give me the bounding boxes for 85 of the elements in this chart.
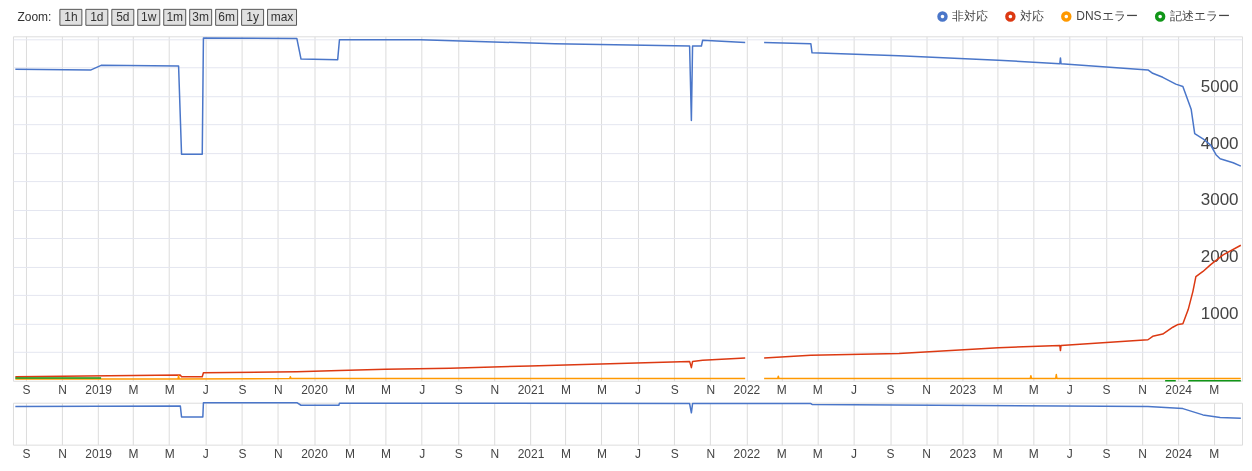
x-tick-label: M — [1028, 383, 1039, 398]
text: 1y — [246, 10, 259, 25]
x-tick-label: S — [886, 447, 895, 462]
x-tick-label: M — [560, 383, 571, 398]
x-tick-label: 2020 — [301, 447, 329, 462]
x-tick-label: 2019 — [85, 383, 113, 398]
x-tick-label: J — [635, 447, 642, 462]
x-tick-label: 2019 — [85, 447, 113, 462]
y-tick-label: 3000 — [1200, 190, 1239, 210]
text: 5d — [116, 10, 130, 25]
legend-label: 非対応 — [952, 9, 989, 24]
x-tick-label: S — [1102, 383, 1111, 398]
text: 6m — [218, 10, 235, 25]
x-tick-label: S — [238, 383, 247, 398]
x-tick-label: J — [850, 383, 857, 398]
x-tick-label: 2023 — [949, 447, 977, 462]
x-tick-label: S — [886, 383, 895, 398]
x-tick-label: M — [1209, 383, 1220, 398]
x-tick-label: N — [274, 383, 283, 398]
x-tick-label: S — [238, 447, 247, 462]
text: 1d — [90, 10, 104, 25]
x-tick-label: 2024 — [1165, 383, 1193, 398]
text: max — [270, 10, 294, 25]
x-tick-label: N — [58, 447, 67, 462]
x-tick-label: S — [670, 447, 679, 462]
x-tick-label: N — [274, 447, 283, 462]
x-tick-label: M — [164, 383, 175, 398]
x-tick-label: M — [776, 447, 787, 462]
text: 1m — [166, 10, 184, 25]
x-tick-label: M — [560, 447, 571, 462]
x-tick-label: N — [922, 447, 932, 462]
x-tick-label: 2021 — [517, 447, 545, 462]
text: Zoom: — [17, 10, 52, 25]
x-tick-label: M — [345, 383, 356, 398]
x-tick-label: M — [992, 383, 1003, 398]
x-tick-label: M — [1209, 447, 1220, 462]
x-tick-label: S — [670, 383, 679, 398]
x-tick-label: N — [706, 447, 716, 462]
x-tick-label: M — [345, 447, 356, 462]
x-tick-label: 2020 — [301, 383, 329, 398]
x-tick-label: M — [381, 447, 392, 462]
x-tick-label: J — [419, 447, 426, 462]
x-tick-label: J — [1066, 447, 1073, 462]
x-tick-label: S — [454, 383, 463, 398]
x-tick-label: M — [1028, 447, 1039, 462]
x-tick-label: M — [128, 383, 139, 398]
x-tick-label: M — [776, 383, 787, 398]
legend-label: 記述エラー — [1170, 9, 1231, 24]
x-tick-label: 2023 — [949, 383, 977, 398]
text: 3m — [192, 10, 210, 25]
legend-label: 対応 — [1020, 9, 1045, 24]
x-tick-label: N — [922, 383, 932, 398]
x-tick-label: 2021 — [517, 383, 545, 398]
x-tick-label: S — [22, 383, 31, 398]
x-tick-label: M — [128, 447, 139, 462]
x-tick-label: J — [419, 383, 426, 398]
x-tick-label: M — [812, 383, 823, 398]
x-tick-label: 2024 — [1165, 447, 1193, 462]
x-tick-label: M — [596, 383, 607, 398]
text: 1h — [64, 10, 78, 25]
x-tick-label: 2022 — [733, 447, 761, 462]
x-tick-label: J — [1066, 383, 1073, 398]
x-tick-label: 2022 — [733, 383, 761, 398]
x-tick-label: M — [164, 447, 175, 462]
text: 1w — [141, 10, 157, 25]
x-tick-label: S — [22, 447, 31, 462]
x-tick-label: M — [596, 447, 607, 462]
x-tick-label: S — [454, 447, 463, 462]
x-tick-label: N — [490, 383, 500, 398]
x-tick-label: N — [58, 383, 67, 398]
x-tick-label: M — [381, 383, 392, 398]
x-tick-label: J — [635, 383, 642, 398]
x-tick-label: M — [992, 447, 1003, 462]
x-tick-label: N — [1138, 447, 1147, 462]
x-tick-label: J — [850, 447, 857, 462]
x-tick-label: N — [490, 447, 500, 462]
y-tick-label: 1000 — [1200, 304, 1239, 324]
x-tick-label: J — [202, 383, 209, 398]
y-tick-label: 5000 — [1200, 76, 1239, 96]
x-tick-label: N — [1138, 383, 1147, 398]
x-tick-label: S — [1102, 447, 1111, 462]
x-tick-label: J — [202, 447, 209, 462]
legend-label: DNSエラー — [1076, 9, 1138, 24]
x-tick-label: N — [706, 383, 716, 398]
x-tick-label: M — [812, 447, 823, 462]
